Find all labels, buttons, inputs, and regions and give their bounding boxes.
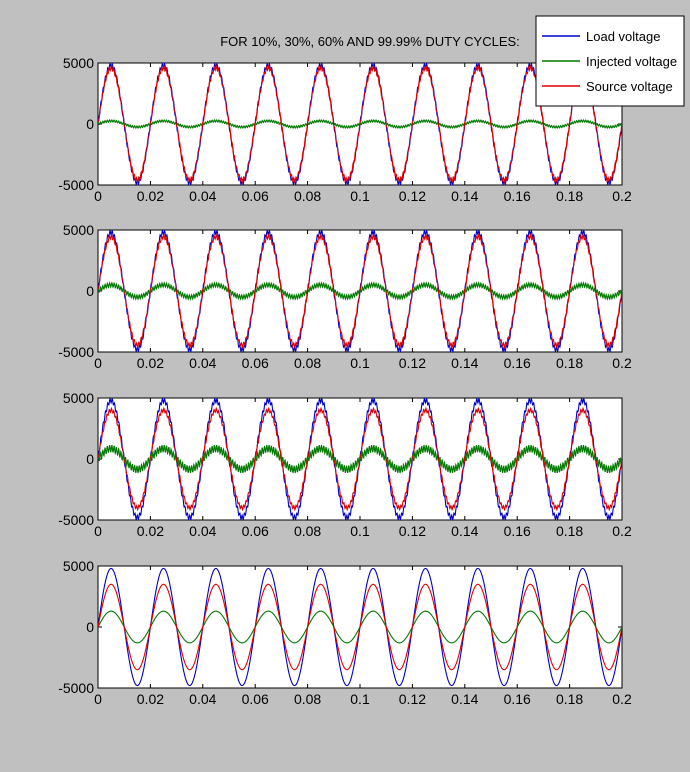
y-tick-label: 5000 [63, 558, 94, 574]
x-tick-label: 0.02 [137, 188, 164, 204]
x-tick-label: 0.16 [504, 523, 531, 539]
x-tick-label: 0.12 [399, 691, 426, 707]
x-tick-label: 0.12 [399, 188, 426, 204]
x-tick-label: 0.14 [451, 188, 478, 204]
subplot-2: 0 0.02 0.04 0.06 0.08 0.1 0.12 0.14 0.16 0.18 0.2 5… [58, 222, 632, 371]
x-tick-label: 0.16 [504, 355, 531, 371]
x-tick-label: 0.2 [612, 691, 632, 707]
subplots: 0 0.02 0.04 0.06 0.08 0.1 0.12 0.14 0.16 0.18 0.2 5… [58, 55, 632, 707]
figure-title: FOR 10%, 30%, 60% AND 99.99% DUTY CYCLES… [220, 34, 520, 49]
x-tick-label: 0.02 [137, 691, 164, 707]
x-tick-label: 0.2 [612, 355, 632, 371]
series-line-source-voltage [98, 583, 622, 671]
x-tick-label: 0.06 [242, 355, 269, 371]
series-line-source-voltage [98, 63, 622, 185]
subplot-1: 0 0.02 0.04 0.06 0.08 0.1 0.12 0.14 0.16 0.18 0.2 5… [58, 55, 632, 204]
y-tick-label: 5000 [63, 390, 94, 406]
subplot-3: 0 0.02 0.04 0.06 0.08 0.1 0.12 0.14 0.16 0.18 0.2 5… [58, 390, 632, 539]
x-tick-label: 0.06 [242, 691, 269, 707]
legend-label: Load voltage [586, 29, 660, 44]
y-tick-label: -5000 [58, 177, 94, 193]
x-tick-label: 0.18 [556, 691, 583, 707]
legend-label: Injected voltage [586, 54, 677, 69]
x-tick-label: 0.02 [137, 523, 164, 539]
x-tick-label: 0.14 [451, 691, 478, 707]
x-tick-label: 0.18 [556, 523, 583, 539]
x-tick-label: 0.08 [294, 188, 321, 204]
x-tick-label: 0.02 [137, 355, 164, 371]
y-tick-label: -5000 [58, 344, 94, 360]
x-tick-label: 0 [94, 691, 102, 707]
x-tick-label: 0.08 [294, 691, 321, 707]
x-tick-label: 0.06 [242, 523, 269, 539]
x-tick-label: 0.1 [350, 355, 370, 371]
y-tick-label: 5000 [63, 55, 94, 71]
x-tick-label: 0.16 [504, 188, 531, 204]
x-tick-label: 0.04 [189, 523, 216, 539]
x-tick-label: 0.04 [189, 188, 216, 204]
x-tick-label: 0.14 [451, 355, 478, 371]
x-tick-label: 0.1 [350, 691, 370, 707]
x-tick-label: 0 [94, 188, 102, 204]
y-tick-label: 0 [86, 116, 94, 132]
x-tick-label: 0 [94, 523, 102, 539]
x-tick-label: 0.12 [399, 355, 426, 371]
x-tick-label: 0.08 [294, 523, 321, 539]
series-line-source-voltage [98, 232, 622, 350]
subplot-4: 0 0.02 0.04 0.06 0.08 0.1 0.12 0.14 0.16 0.18 0.2 5… [58, 558, 632, 707]
y-tick-label: -5000 [58, 680, 94, 696]
y-tick-label: 0 [86, 283, 94, 299]
x-tick-label: 0.12 [399, 523, 426, 539]
x-tick-label: 0.2 [612, 523, 632, 539]
x-tick-label: 0.06 [242, 188, 269, 204]
legend: Load voltage Injected voltage Source volta… [535, 15, 685, 107]
x-tick-label: 0.1 [350, 523, 370, 539]
series-line-injected-voltage [98, 444, 622, 474]
x-tick-label: 0.16 [504, 691, 531, 707]
x-tick-label: 0.08 [294, 355, 321, 371]
x-tick-label: 0 [94, 355, 102, 371]
y-tick-label: -5000 [58, 512, 94, 528]
y-tick-label: 0 [86, 619, 94, 635]
legend-label: Source voltage [586, 79, 673, 94]
x-tick-label: 0.18 [556, 188, 583, 204]
x-tick-label: 0.1 [350, 188, 370, 204]
x-tick-label: 0.04 [189, 691, 216, 707]
x-tick-label: 0.14 [451, 523, 478, 539]
x-tick-label: 0.2 [612, 188, 632, 204]
x-tick-label: 0.04 [189, 355, 216, 371]
y-tick-label: 0 [86, 451, 94, 467]
x-tick-label: 0.18 [556, 355, 583, 371]
y-tick-label: 5000 [63, 222, 94, 238]
series-line-source-voltage [98, 406, 622, 512]
